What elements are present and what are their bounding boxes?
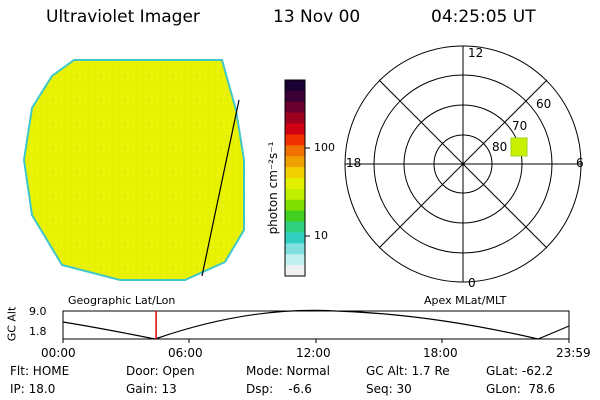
colorbar-segment [285,221,305,233]
aurora-patch [510,137,528,157]
status-dsp: Dsp: -6.6 [246,382,312,396]
colorbar-segment [285,101,305,114]
colorbar-segment [285,210,305,223]
polar-ring-label-80: 80 [492,140,508,154]
geographic-label: Geographic Lat/Lon [68,294,176,307]
colorbar-segment [285,232,305,244]
orbit-x-tick-2: 12:00 [296,346,331,360]
status-gain: Gain: 13 [126,382,177,396]
colorbar-segment [285,188,305,201]
orbit-y-top: 9.0 [29,305,47,318]
apex-label: Apex MLat/MLT [424,294,507,307]
polar-diagonal-2 [378,79,548,249]
polar-label-top: 12 [468,46,484,60]
colorbar-segment [285,243,305,255]
status-seq: Seq: 30 [366,382,412,396]
polar-label-right: 6 [576,156,584,170]
terminator-line [201,99,240,277]
colorbar-segment [285,112,305,125]
image-disk [22,59,245,281]
colorbar-segment [285,265,305,277]
polar-ring-label-60: 60 [536,97,552,111]
colorbar-segment [285,123,305,135]
colorbar-segment [285,199,305,212]
orbit-x-tick-1: 06:00 [168,346,203,360]
orbit-y-bottom: 1.8 [29,325,47,338]
polar-label-left: 18 [346,156,362,170]
color-bar [284,79,310,277]
colorbar-segment [285,178,305,190]
colorbar-axis-label: photon cm⁻²s⁻¹ [266,141,280,235]
colorbar-segment [285,167,305,179]
colorbar-segment [285,254,305,266]
orbit-frame [62,310,570,340]
colorbar-segment [285,80,305,92]
altitude-curve [62,309,570,340]
orbit-x-tick-3: 18:00 [423,346,458,360]
orbit-x-tick-0: 00:00 [41,346,76,360]
status-gc-alt: GC Alt: 1.7 Re [366,364,450,378]
status-glon: GLon: 78.6 [486,382,556,396]
color-bar-frame [284,79,306,277]
orbit-panel [62,309,570,343]
colorbar-tick-high-label: 100 [314,141,335,154]
status-flt: Flt: HOME [10,364,70,378]
instrument-title: Ultraviolet Imager [46,7,200,27]
date-label: 13 Nov 00 [273,7,361,27]
colorbar-segment [285,145,305,157]
polar-ring-label-70: 70 [512,119,528,133]
time-label: 04:25:05 UT [431,7,536,27]
orbit-axis-label: GC Alt [5,306,19,342]
colorbar-tick-low-label: 10 [314,229,328,242]
polar-plot [344,45,582,283]
colorbar-segment [285,134,305,146]
status-ip: IP: 18.0 [10,382,56,396]
polar-label-bottom: 0 [468,276,476,290]
colorbar-segment [285,156,305,168]
earth-image [22,59,245,281]
status-mode: Mode: Normal [246,364,330,378]
status-glat: GLat: -62.2 [486,364,553,378]
orbit-x-tick-4: 23:59 [556,346,591,360]
status-door: Door: Open [126,364,195,378]
colorbar-segment [285,90,305,103]
